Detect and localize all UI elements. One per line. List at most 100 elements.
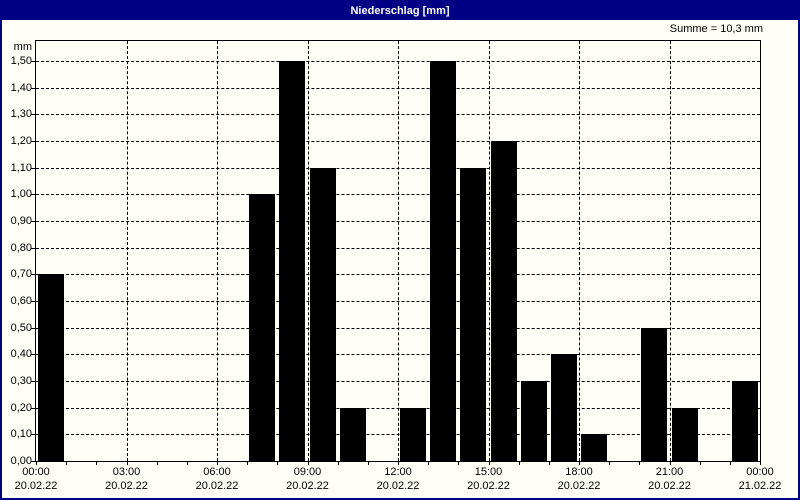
x-axis-tick: [367, 462, 369, 465]
y-axis-tick: [31, 87, 35, 89]
y-axis-tick: [31, 301, 35, 302]
y-tick-label: 0,00: [10, 455, 32, 467]
bar: [249, 194, 276, 461]
bar: [339, 408, 366, 461]
y-axis-tick: [31, 141, 35, 142]
x-tick-date-label: 20.02.22: [105, 480, 148, 492]
x-axis-tick: [277, 462, 279, 465]
x-axis-tick: [96, 462, 98, 465]
x-axis-tick: [307, 462, 309, 465]
x-tick-time-label: 12:00: [384, 466, 412, 478]
bar: [581, 434, 607, 461]
y-axis-tick: [31, 461, 35, 462]
y-tick-label: 0,80: [10, 241, 32, 254]
y-tick-label: 0,40: [10, 348, 32, 361]
x-tick-time-label: 15:00: [474, 466, 503, 478]
y-tick-label: 1,30: [10, 108, 32, 121]
x-axis-tick: [247, 462, 249, 465]
y-axis-tick: [31, 247, 35, 249]
bar: [641, 328, 668, 461]
y-axis-tick: [31, 327, 35, 329]
y-tick-label: 0,10: [10, 428, 32, 441]
y-tick-label: 1,10: [10, 161, 32, 174]
x-axis-tick: [518, 462, 520, 465]
x-axis-tick: [186, 462, 188, 465]
x-axis-tick: [729, 462, 731, 465]
x-tick-date-label: 20.02.22: [14, 480, 58, 492]
y-tick-label: 0,70: [10, 268, 32, 281]
y-tick-label: 0,90: [10, 215, 32, 227]
x-axis-tick: [699, 462, 701, 465]
x-tick-date-label: 20.02.22: [648, 480, 691, 492]
y-axis-tick: [31, 114, 35, 116]
gridline-vertical: [669, 41, 671, 461]
y-axis-tick: [31, 61, 35, 62]
bar: [460, 168, 487, 461]
gridline-vertical: [398, 41, 399, 461]
chart-title: Niederschlag [mm]: [350, 5, 450, 17]
bar: [38, 274, 64, 461]
bar: [520, 381, 547, 461]
gridline-vertical: [217, 41, 218, 461]
x-axis-tick: [337, 462, 339, 465]
y-tick-label: 1,50: [10, 55, 32, 67]
x-tick-date-label: 20.02.22: [557, 480, 601, 492]
x-tick-time-label: 03:00: [112, 466, 141, 478]
bar: [430, 61, 457, 461]
bar: [731, 381, 758, 461]
x-tick-date-label: 20.02.22: [376, 480, 420, 492]
x-tick-time-label: 21:00: [655, 466, 684, 478]
x-axis-tick: [579, 462, 580, 465]
bar: [279, 61, 306, 461]
x-axis-tick: [156, 462, 158, 465]
y-axis-tick: [31, 434, 35, 436]
y-axis-tick: [31, 221, 35, 222]
y-tick-label: 0,30: [10, 375, 32, 387]
x-axis-tick: [760, 462, 761, 465]
x-tick-time-label: 06:00: [203, 466, 231, 478]
x-axis-tick: [126, 462, 128, 465]
x-tick-time-label: 00:00: [746, 466, 774, 478]
bar: [400, 408, 426, 461]
x-axis-tick: [217, 462, 218, 465]
bar: [671, 408, 698, 461]
bar: [309, 168, 336, 461]
x-axis-tick: [488, 462, 490, 465]
x-tick-date-label: 20.02.22: [195, 480, 239, 492]
y-tick-label: 1,40: [10, 81, 32, 94]
x-axis-tick: [428, 462, 430, 465]
x-tick-date-label: 20.02.22: [286, 480, 329, 492]
bar: [490, 141, 517, 461]
y-tick-label: 1,00: [10, 188, 32, 201]
y-axis-tick: [31, 274, 35, 276]
x-axis-tick: [36, 462, 37, 465]
gridline-vertical: [307, 41, 309, 461]
x-tick-time-label: 09:00: [293, 466, 322, 478]
gridline-vertical: [126, 41, 128, 461]
x-tick-time-label: 18:00: [565, 466, 593, 478]
y-axis-unit-label: mm: [13, 41, 32, 53]
y-axis-tick: [31, 194, 35, 196]
x-tick-time-label: 00:00: [22, 466, 50, 478]
y-tick-label: 0,50: [10, 321, 32, 334]
y-axis-tick: [31, 407, 35, 409]
y-tick-label: 0,20: [10, 401, 32, 414]
x-axis-tick: [548, 462, 550, 465]
y-tick-label: 0,60: [10, 295, 32, 307]
y-axis-tick: [31, 381, 35, 382]
titlebar: Niederschlag [mm]: [2, 2, 798, 20]
x-axis-tick: [639, 462, 641, 465]
x-tick-date-label: 21.02.22: [738, 480, 782, 492]
x-axis-tick: [66, 462, 68, 465]
x-axis-tick: [609, 462, 611, 465]
y-tick-label: 1,20: [10, 135, 32, 147]
plot-area: [35, 40, 761, 462]
y-axis-tick: [31, 167, 35, 169]
x-axis-tick: [398, 462, 399, 465]
x-axis-tick: [458, 462, 460, 465]
gridline-vertical: [488, 41, 490, 461]
x-axis-tick: [669, 462, 671, 465]
sum-label: Summe = 10,3 mm: [669, 23, 763, 35]
gridline-vertical: [579, 41, 580, 461]
